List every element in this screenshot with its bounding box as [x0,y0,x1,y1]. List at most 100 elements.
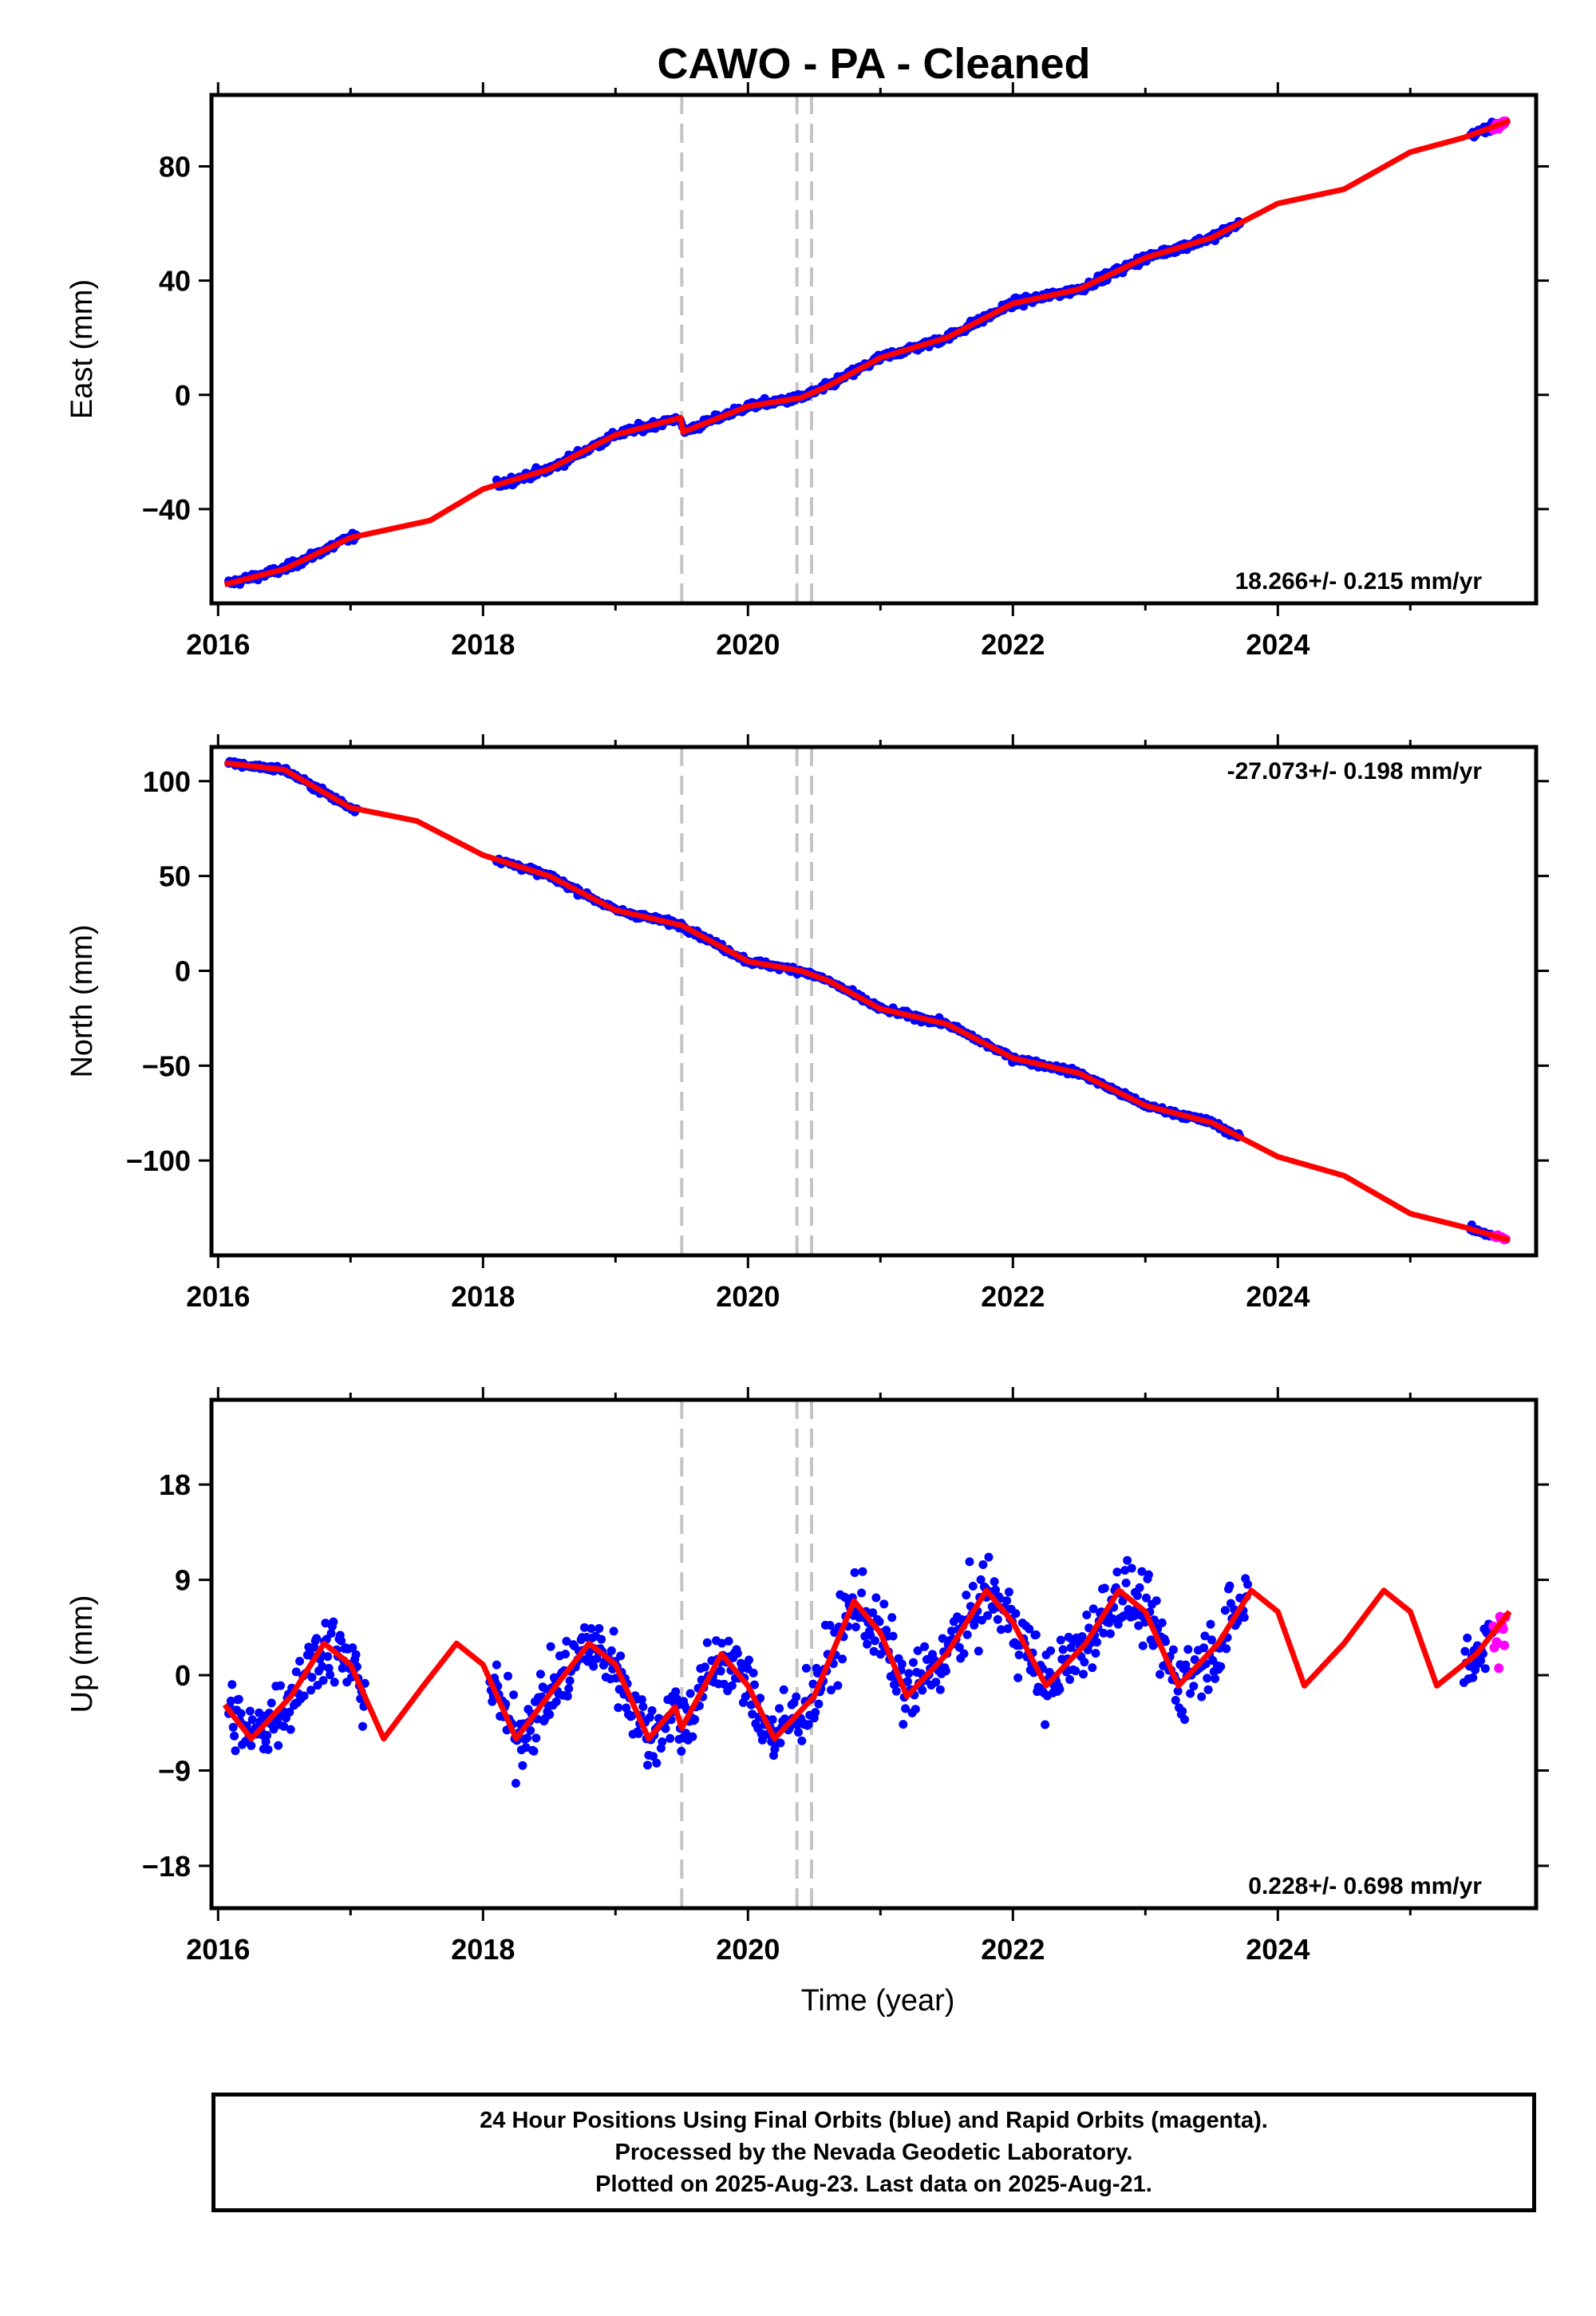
up-final-point [857,1588,867,1598]
up-final-point [351,1650,361,1659]
up-final-point [858,1567,867,1576]
up-final-point [851,1622,860,1632]
up-final-point [1123,1555,1132,1565]
up-final-point [991,1585,1000,1595]
up-final-point [1203,1685,1213,1694]
up-final-point [733,1649,742,1658]
up-final-point [1142,1593,1151,1603]
up-final-point [348,1643,358,1653]
up-final-point [913,1646,922,1655]
up-final-point [727,1681,737,1690]
up-model-curve [222,1587,1512,1742]
up-final-point [1058,1645,1068,1654]
up-final-point [941,1666,950,1676]
up-final-point [1168,1645,1178,1654]
up-final-point [911,1705,920,1714]
up-final-point [263,1730,272,1740]
up-final-point [531,1733,541,1743]
up-final-point [597,1634,606,1644]
up-final-point [267,1698,276,1708]
north-y-tick-label: 100 [143,765,191,798]
up-y-tick-label: 18 [159,1468,191,1501]
north-model-curve [223,760,1511,1243]
up-final-point [794,1728,803,1737]
north-y-tick-label: 0 [175,954,191,987]
up-final-point [236,1709,246,1718]
up-final-point [750,1680,759,1690]
up-final-point [1178,1706,1187,1716]
up-final-point [983,1611,993,1620]
up-final-point [1132,1591,1142,1600]
up-final-point [318,1676,328,1686]
up-final-point [879,1599,889,1609]
up-final-point [1157,1618,1167,1627]
up-final-point [1004,1587,1013,1597]
up-final-point [245,1706,255,1716]
up-final-point [935,1685,945,1694]
up-final-point [299,1691,309,1701]
up-final-point [1013,1673,1023,1682]
up-final-point [990,1577,999,1587]
up-final-point [1127,1563,1136,1573]
up-final-point [609,1626,618,1636]
up-final-point [801,1663,811,1673]
up-final-point [962,1630,972,1639]
up-final-point [1138,1641,1148,1650]
up-final-point [909,1658,918,1667]
up-final-point [1156,1670,1164,1679]
up-plot-frame [209,1397,1539,1911]
east-y-tick-label: −40 [142,493,191,526]
up-final-point [1066,1643,1076,1653]
up-final-point [1480,1664,1490,1674]
up-final-point [901,1704,911,1713]
up-final-point [993,1614,1002,1624]
up-final-point [1011,1609,1021,1618]
north-y-tick-label: 50 [159,860,191,893]
up-final-point [231,1746,240,1756]
up-final-point [946,1626,956,1636]
up-final-point [263,1745,273,1754]
north-y-tick-label: −50 [142,1049,191,1082]
up-final-point [1088,1663,1097,1673]
up-final-point [897,1659,907,1669]
up-final-point [321,1618,330,1628]
up-final-point [518,1761,527,1770]
up-final-point [1203,1674,1212,1683]
up-final-point [656,1744,666,1753]
up-final-point [545,1709,555,1719]
north-x-tick-label: 2020 [716,1280,780,1313]
up-final-point [827,1686,836,1695]
north-x-tick-label: 2016 [186,1280,250,1313]
up-final-point [627,1711,637,1721]
up-final-point [274,1741,283,1750]
up-final-point [291,1667,301,1677]
up-final-point [719,1679,729,1689]
east-x-tick-label: 2024 [1246,628,1310,661]
up-final-point [768,1715,777,1725]
east-y-tick-label: 40 [159,265,191,298]
east-x-tick-label: 2020 [716,628,780,661]
up-final-point [329,1617,338,1626]
up-final-point [589,1662,598,1671]
up-final-point [1003,1624,1013,1634]
up-final-point [1055,1685,1065,1694]
up-final-point [871,1593,881,1603]
up-final-point [1189,1682,1199,1691]
up-final-point [1460,1646,1470,1656]
up-final-point [561,1650,570,1659]
up-final-point [1135,1583,1144,1592]
up-x-tick-label: 2022 [981,1933,1045,1966]
up-final-point [700,1662,709,1672]
footer-line-3: Plotted on 2025-Aug-23. Last data on 202… [595,2172,1152,2197]
up-final-point [606,1646,616,1655]
up-final-point [1077,1632,1087,1642]
up-panel: 2016 2018 2020 2022 2024 −18 −9 0 9 18 Up (mm) Time… [65,1387,1549,2018]
up-final-point [671,1687,681,1697]
figure-title: CAWO - PA - Cleaned [657,40,1090,88]
up-final-point [643,1761,652,1770]
up-final-point [595,1624,604,1633]
up-y-tick-label: 0 [175,1659,191,1692]
up-final-point [358,1721,367,1731]
up-final-point [968,1582,978,1591]
